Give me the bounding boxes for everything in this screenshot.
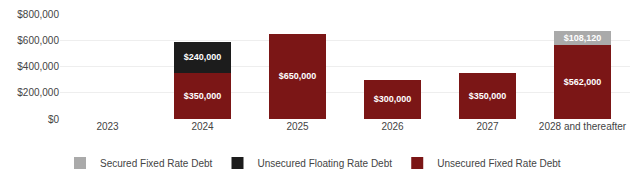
svg-text:Secured Fixed Rate Debt: Secured Fixed Rate Debt (100, 158, 213, 169)
svg-text:2024: 2024 (191, 121, 214, 132)
svg-text:$800,000: $800,000 (17, 9, 59, 20)
svg-text:$650,000: $650,000 (279, 71, 317, 81)
svg-text:$350,000: $350,000 (469, 91, 507, 101)
svg-text:2025: 2025 (286, 121, 309, 132)
svg-text:$200,000: $200,000 (17, 87, 59, 98)
svg-text:2023: 2023 (96, 121, 119, 132)
svg-text:$108,120: $108,120 (564, 33, 602, 43)
svg-text:2026: 2026 (381, 121, 404, 132)
svg-text:Unsecured Fixed Rate Debt: Unsecured Fixed Rate Debt (437, 158, 561, 169)
svg-text:$400,000: $400,000 (17, 61, 59, 72)
svg-text:2028 and thereafter: 2028 and thereafter (539, 121, 627, 132)
svg-text:2027: 2027 (476, 121, 499, 132)
svg-text:$562,000: $562,000 (564, 77, 602, 87)
svg-text:$240,000: $240,000 (184, 52, 222, 62)
svg-text:$350,000: $350,000 (184, 91, 222, 101)
svg-text:$300,000: $300,000 (374, 94, 412, 104)
svg-text:$600,000: $600,000 (17, 35, 59, 46)
svg-text:$0: $0 (48, 114, 60, 125)
svg-text:Unsecured Floating Rate Debt: Unsecured Floating Rate Debt (258, 158, 393, 169)
